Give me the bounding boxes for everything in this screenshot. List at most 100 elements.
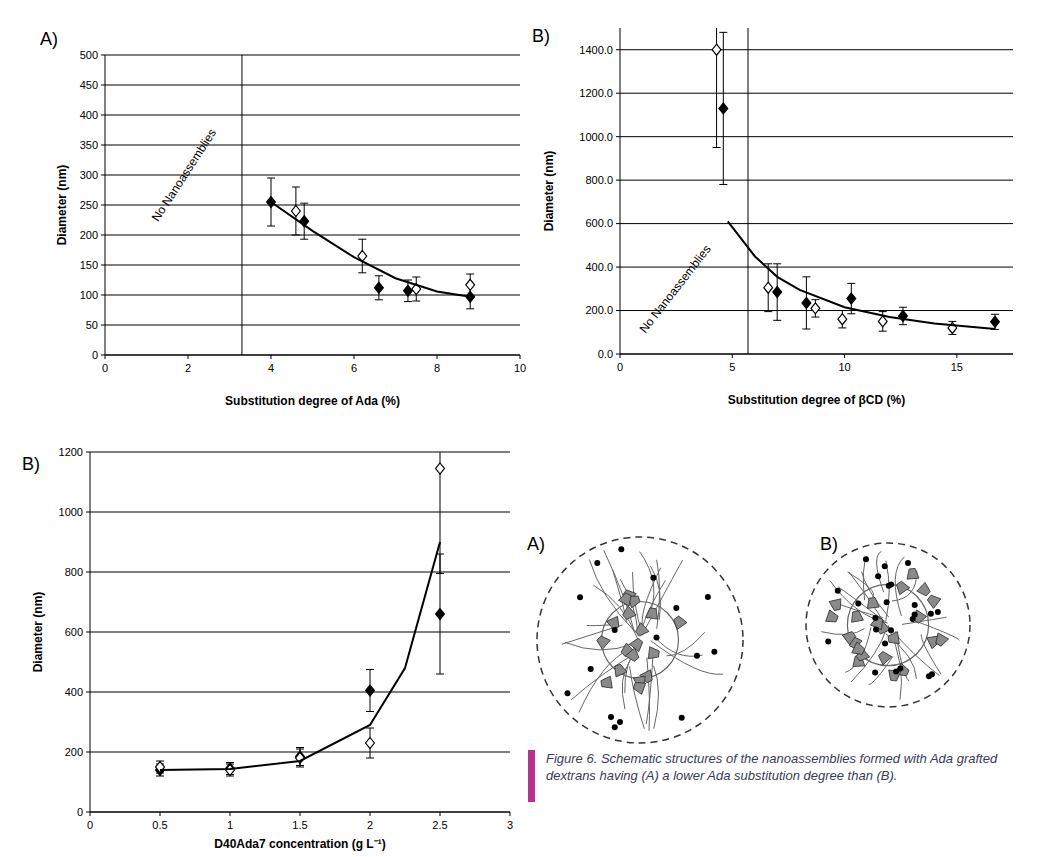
error-bar — [713, 28, 721, 148]
tick-label: 1000 — [59, 506, 83, 518]
adamantane — [577, 594, 583, 600]
dextran-loop — [602, 602, 679, 679]
cyclodextrin — [829, 599, 843, 611]
tick — [160, 812, 161, 816]
figure: 0501001502002503003504004505000246810Sub… — [0, 0, 1058, 857]
adamantane — [608, 714, 614, 720]
grid-line — [105, 85, 520, 86]
tick-label: 50 — [86, 319, 98, 331]
grid-line — [620, 354, 1013, 355]
open-diamond — [292, 206, 301, 217]
grid-line — [105, 235, 520, 236]
diagram-label: A) — [527, 534, 545, 554]
tick-label: 0 — [102, 362, 108, 374]
adamantane — [872, 615, 878, 621]
open-diamond — [764, 282, 773, 293]
tick — [437, 355, 438, 359]
error-bar — [991, 314, 999, 329]
tick — [101, 145, 105, 146]
adamantane — [694, 653, 700, 659]
x-axis — [90, 812, 510, 813]
tick-label: 10 — [838, 361, 850, 373]
adamantane — [617, 719, 623, 725]
tick — [86, 512, 90, 513]
y-axis — [620, 28, 621, 354]
grid-line — [105, 115, 520, 116]
tick-label: 0 — [77, 806, 83, 818]
tick-label: 0 — [92, 349, 98, 361]
tick-label: 1.5 — [292, 819, 307, 831]
cyclodextrin — [648, 647, 659, 660]
cyclodextrin — [888, 632, 900, 645]
adamantane — [594, 560, 600, 566]
cyclodextrin — [626, 648, 642, 663]
filled-diamond — [366, 685, 375, 696]
caption-label: Figure 6. — [546, 751, 597, 766]
tick — [105, 355, 106, 359]
chart: 0.0200.0400.0600.0800.01000.01200.01400.… — [532, 0, 1013, 407]
error-bar — [802, 277, 810, 329]
tick-label: 200 — [80, 229, 98, 241]
tick-label: 250 — [80, 199, 98, 211]
cyclodextrin — [876, 649, 892, 664]
plot-area — [712, 28, 999, 354]
tick — [616, 136, 620, 137]
tick-label: 600 — [65, 626, 83, 638]
boundary — [806, 543, 970, 707]
error-bar — [375, 276, 383, 300]
cyclodextrin — [852, 642, 866, 657]
grid-line — [620, 223, 1013, 224]
cyclodextrin — [671, 614, 687, 629]
tick — [90, 812, 91, 816]
dextran-chain — [651, 641, 723, 675]
caption-text: Schematic structures of the nanoassembli… — [546, 751, 997, 783]
tick-label: 800 — [65, 566, 83, 578]
tick — [101, 265, 105, 266]
tick-label: 350 — [80, 139, 98, 151]
tick — [616, 180, 620, 181]
filled-diamond — [773, 287, 782, 298]
tick-label: 400 — [65, 686, 83, 698]
tick-label: 1200.0 — [579, 87, 613, 99]
error-bar — [773, 264, 781, 321]
cyclodextrin — [600, 676, 612, 689]
adamantane — [888, 627, 894, 633]
tick — [101, 115, 105, 116]
nanoassembly — [537, 537, 743, 743]
dextran-chain — [620, 579, 638, 636]
tick-label: 200 — [65, 746, 83, 758]
open-diamond — [436, 463, 445, 474]
tick-label: 0.5 — [152, 819, 167, 831]
filled-diamond — [991, 316, 1000, 327]
caption-bar — [528, 750, 535, 802]
tick — [271, 355, 272, 359]
adamantane — [653, 634, 659, 640]
threshold-line — [241, 55, 242, 355]
tick — [101, 85, 105, 86]
adamantane — [835, 588, 841, 594]
threshold-line — [748, 28, 749, 354]
annotation: No Nanoassemblies — [637, 242, 714, 335]
tick — [101, 55, 105, 56]
filled-diamond — [719, 103, 728, 114]
dextran-chain — [562, 625, 623, 644]
tick — [86, 632, 90, 633]
tick — [616, 310, 620, 311]
dextran-chain — [863, 556, 867, 600]
tick — [101, 235, 105, 236]
error-bar — [292, 187, 300, 235]
cyclodextrin — [632, 680, 645, 695]
dextran-chain — [594, 585, 638, 638]
dextran-chain — [838, 587, 886, 623]
adamantane — [588, 666, 594, 672]
grid-line — [620, 49, 1013, 50]
plot-area — [242, 55, 475, 355]
error-bar — [838, 311, 846, 328]
cyclodextrin — [633, 623, 649, 639]
panel-label: B) — [22, 454, 40, 474]
adamantane — [912, 612, 918, 618]
tick — [440, 812, 441, 816]
tick-label: 800.0 — [585, 174, 613, 186]
filled-diamond — [802, 297, 811, 308]
adamantane — [855, 600, 861, 606]
